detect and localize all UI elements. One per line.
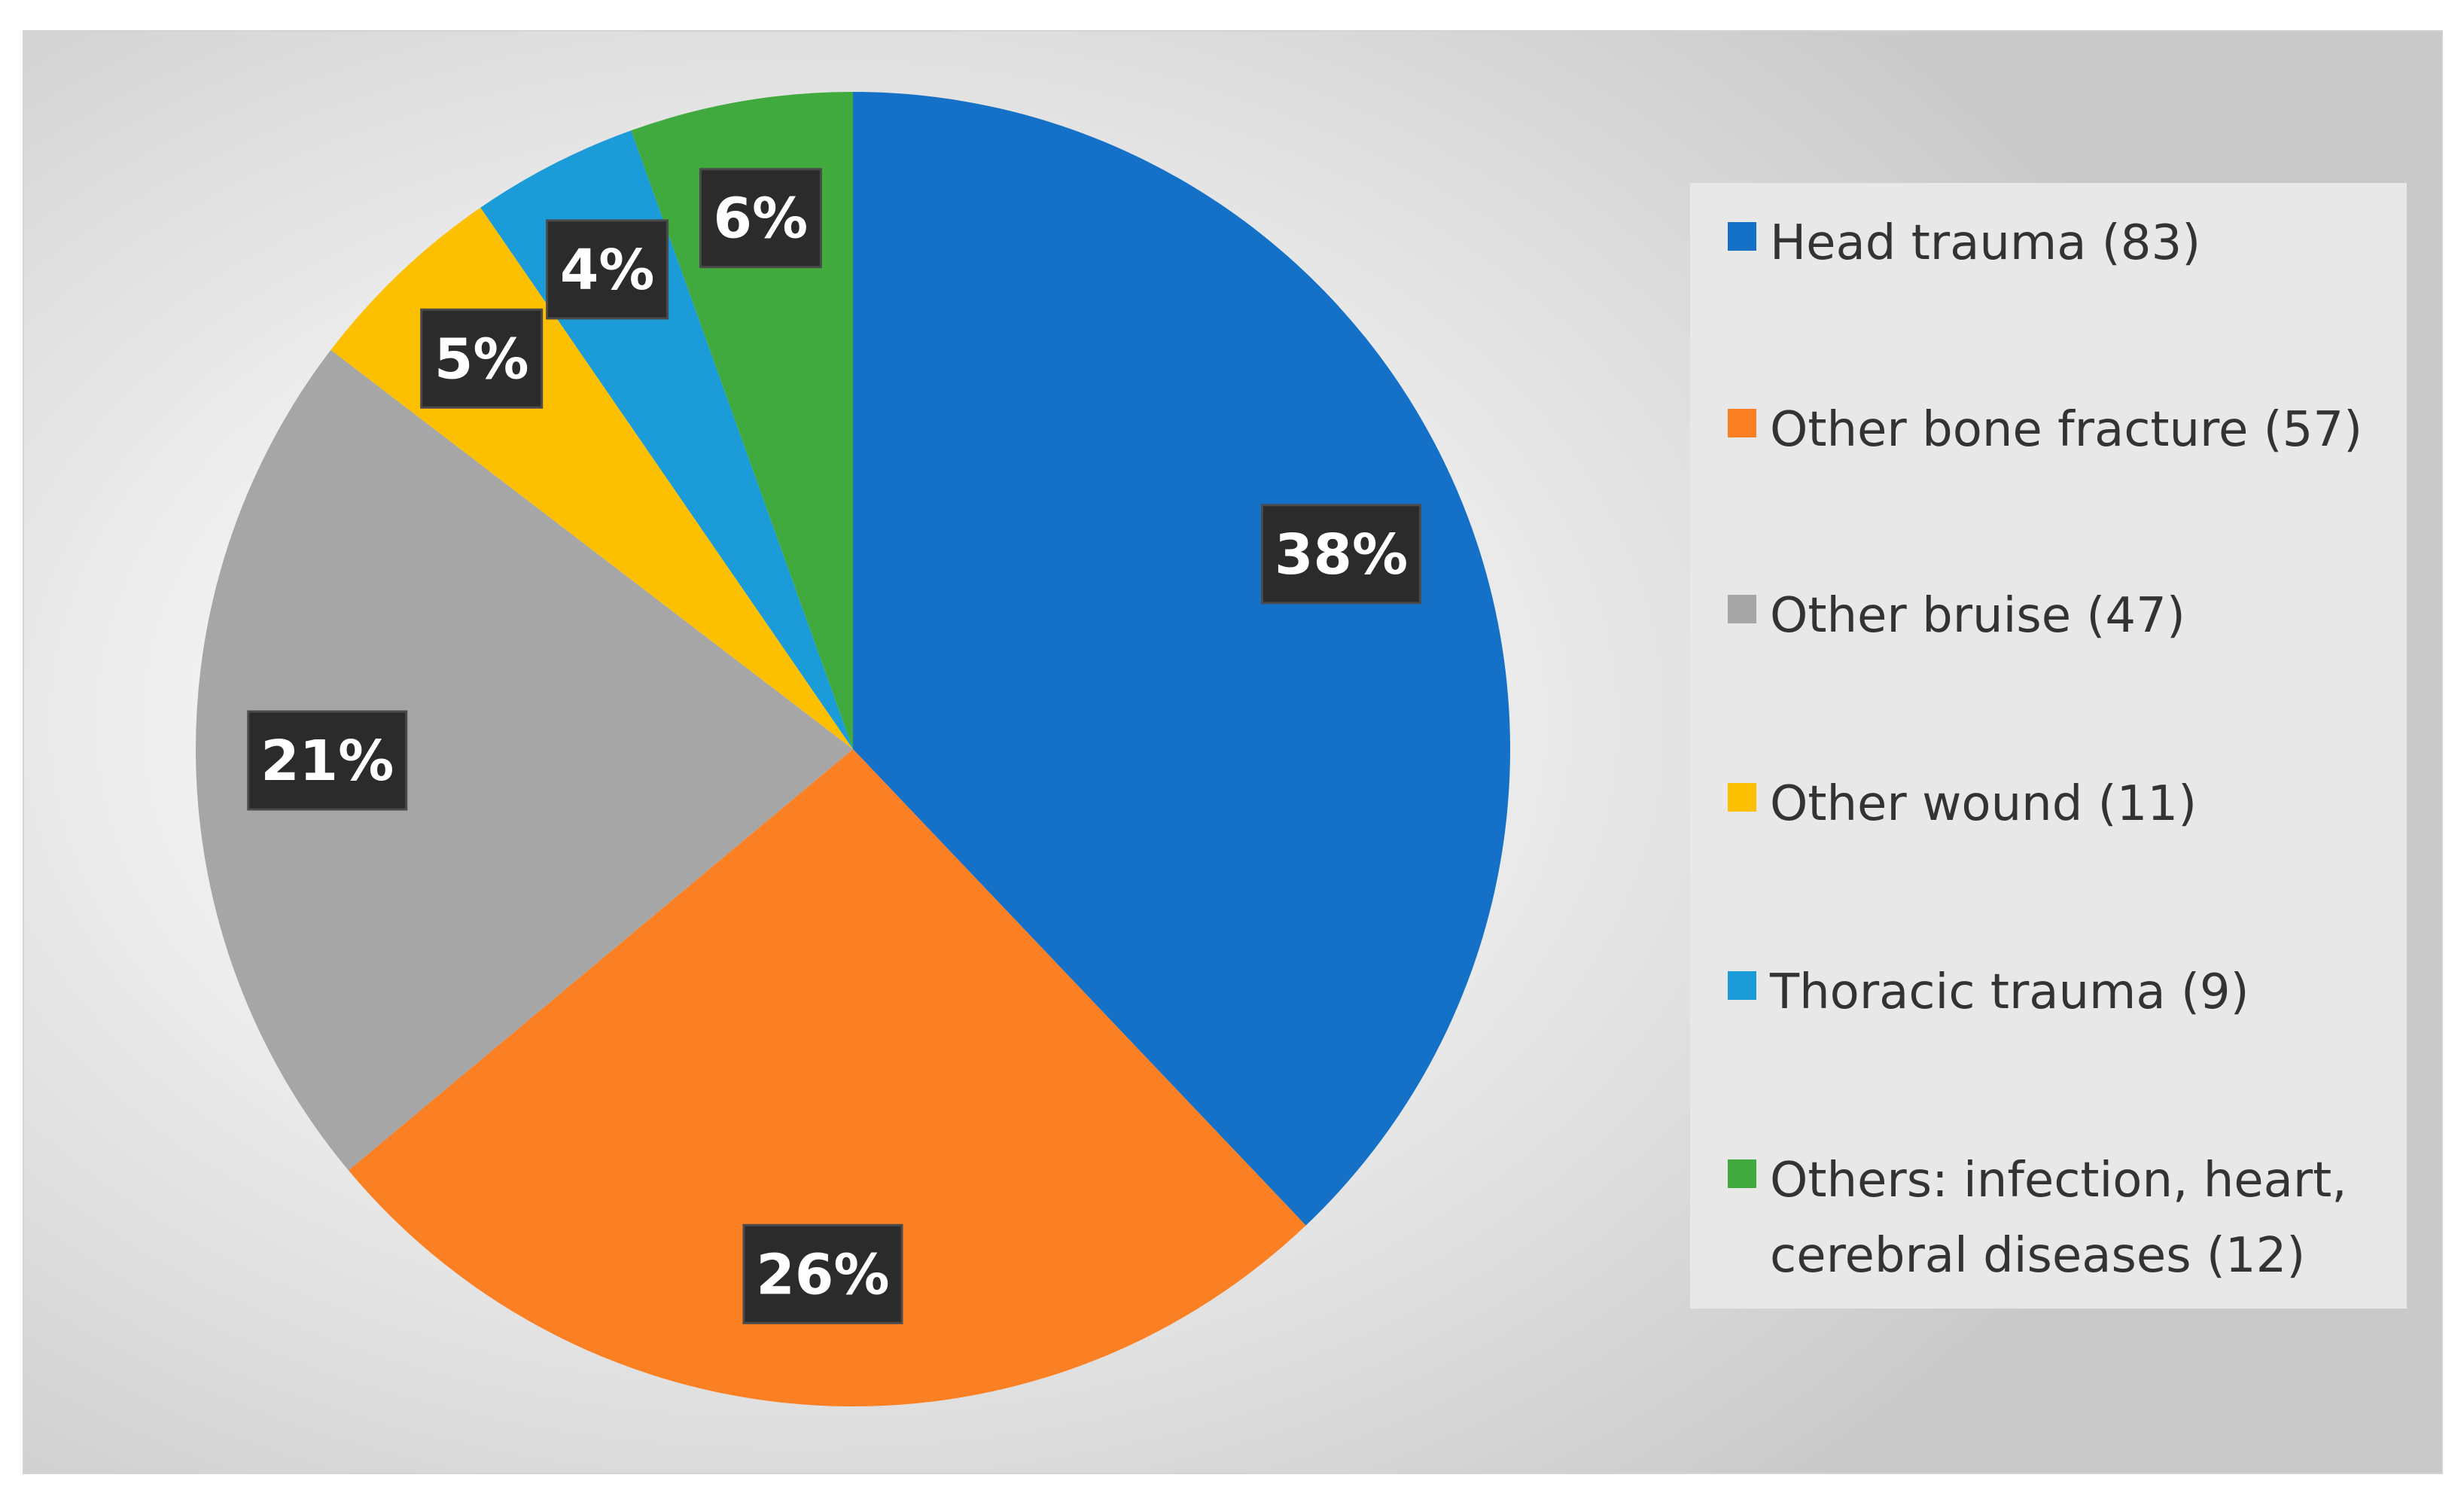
data-label-box <box>420 308 544 409</box>
legend-item-others-infection-heart-cerebral-diseases: Others: infection, heart, cerebral disea… <box>1728 1143 2387 1293</box>
legend-label: Others: infection, heart, cerebral disea… <box>1770 1153 2347 1284</box>
data-label-text: 5% <box>434 327 529 392</box>
legend-item-other-bone-fracture: Other bone fracture (57) <box>1728 392 2387 468</box>
legend-label: Head trauma (83) <box>1770 215 2201 271</box>
data-label-other-bone-fracture: 26% <box>742 1223 903 1324</box>
legend-item-other-bruise: Other bruise (47) <box>1728 578 2387 654</box>
legend-label: Other bone fracture (57) <box>1770 402 2363 458</box>
data-label-thoracic-trauma: 4% <box>546 219 669 320</box>
data-label-box <box>1261 504 1422 605</box>
data-label-text: 21% <box>260 729 394 794</box>
data-label-text: 38% <box>1275 523 1408 587</box>
data-label-box <box>742 1223 903 1324</box>
data-label-text: 26% <box>756 1242 889 1307</box>
legend-label: Other bruise (47) <box>1770 588 2185 644</box>
data-label-others-infection-heart-cerebral-diseases: 6% <box>699 168 822 269</box>
data-label-other-bruise: 21% <box>247 710 408 811</box>
data-label-text: 4% <box>560 238 655 303</box>
data-label-box <box>699 168 822 269</box>
legend-label: Thoracic trauma (9) <box>1770 964 2249 1020</box>
legend-swatch <box>1728 1159 1756 1188</box>
legend-swatch <box>1728 783 1756 812</box>
data-label-text: 6% <box>714 187 809 251</box>
pie-slice-head-trauma <box>853 92 1511 1226</box>
data-label-box <box>247 710 408 811</box>
pie-slice-other-bone-fracture <box>348 749 1306 1406</box>
legend-swatch <box>1728 409 1756 437</box>
legend-swatch <box>1728 971 1756 1000</box>
data-label-box <box>546 219 669 320</box>
pie-data-labels: 38% 26% 21% 5% 4% 6% <box>247 168 1422 1324</box>
pie-slice-other-bruise <box>195 349 853 1171</box>
legend-swatch <box>1728 222 1756 251</box>
legend-label: Other wound (11) <box>1770 776 2197 832</box>
legend-item-head-trauma: Head trauma (83) <box>1728 206 2387 281</box>
legend-item-thoracic-trauma: Thoracic trauma (9) <box>1728 955 2387 1030</box>
legend-item-other-wound: Other wound (11) <box>1728 766 2387 842</box>
legend-swatch <box>1728 595 1756 623</box>
legend: Head trauma (83) Other bone fracture (57)… <box>1690 183 2407 1309</box>
data-label-other-wound: 5% <box>420 308 544 409</box>
data-label-head-trauma: 38% <box>1261 504 1422 605</box>
pie-slices <box>195 92 1511 1406</box>
